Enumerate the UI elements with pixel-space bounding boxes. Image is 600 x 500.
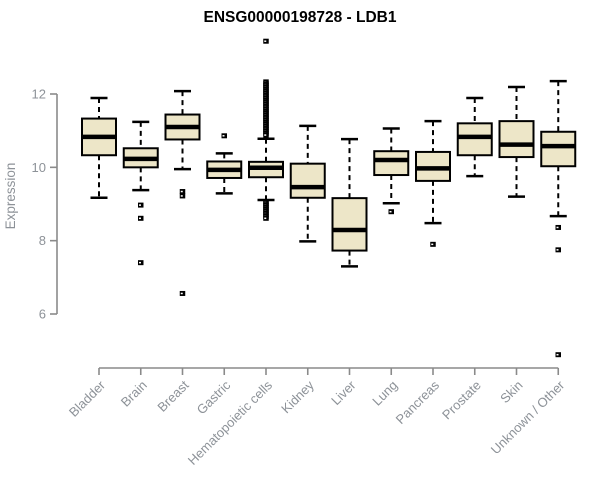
outlier-point-center <box>139 217 141 220</box>
x-category-label-kidney: Kidney <box>278 377 317 416</box>
x-category-label-unknown-other: Unknown / Other <box>488 377 568 457</box>
x-category-label-pancreas: Pancreas <box>393 377 443 427</box>
iqr-box <box>289 162 326 199</box>
x-category-label-skin: Skin <box>497 378 525 406</box>
boxplot-prostate <box>456 96 493 178</box>
outlier-point-center <box>139 204 141 206</box>
outlier-point-center <box>556 226 559 229</box>
boxplot-brain <box>122 120 159 266</box>
y-tick-label: 12 <box>32 87 46 102</box>
boxplot-pancreas <box>415 119 451 247</box>
x-category-label-liver: Liver <box>328 377 359 408</box>
outlier-point-center <box>389 210 392 213</box>
outlier-point-center <box>264 40 267 42</box>
boxplot-lung <box>373 127 410 215</box>
outlier-point-center <box>556 249 559 251</box>
outlier-point-center <box>139 261 141 264</box>
iqr-box <box>331 197 368 252</box>
boxplot-breast <box>164 89 201 296</box>
x-category-label-bladder: Bladder <box>66 377 109 420</box>
x-category-label-brain: Brain <box>118 378 150 410</box>
boxplot-hematopoietic-cells <box>248 38 284 221</box>
iqr-box <box>373 150 410 177</box>
boxplot-unknown-other <box>540 79 577 358</box>
y-tick-label: 8 <box>39 233 46 248</box>
outlier-point-center <box>556 353 559 356</box>
chart-title: ENSG00000198728 - LDB1 <box>203 9 396 26</box>
outlier-point-center <box>180 292 183 295</box>
iqr-box <box>540 130 577 168</box>
outlier-point-center <box>264 134 267 136</box>
outlier-point-center <box>180 195 183 197</box>
boxplots <box>81 38 577 358</box>
boxplot-liver <box>331 137 368 268</box>
y-axis-label: Expression <box>3 163 18 230</box>
outlier-point-center <box>222 135 225 137</box>
boxplot-kidney <box>289 124 326 243</box>
y-tick-label: 10 <box>32 160 46 175</box>
x-category-label-gastric: Gastric <box>194 377 234 417</box>
iqr-box <box>498 120 535 159</box>
outlier-point-center <box>431 243 434 246</box>
iqr-box <box>456 122 493 157</box>
boxplot-bladder <box>81 96 117 200</box>
y-axis: 6 8 10 12 <box>32 87 58 322</box>
boxplot-gastric <box>206 133 243 195</box>
boxplot-skin <box>498 85 535 198</box>
y-tick-label: 6 <box>39 307 46 322</box>
x-category-label-breast: Breast <box>154 377 191 414</box>
x-category-label-prostate: Prostate <box>439 378 484 423</box>
outlier-point-center <box>264 217 267 220</box>
x-category-label-lung: Lung <box>369 378 400 409</box>
outlier-point-center <box>180 190 183 193</box>
